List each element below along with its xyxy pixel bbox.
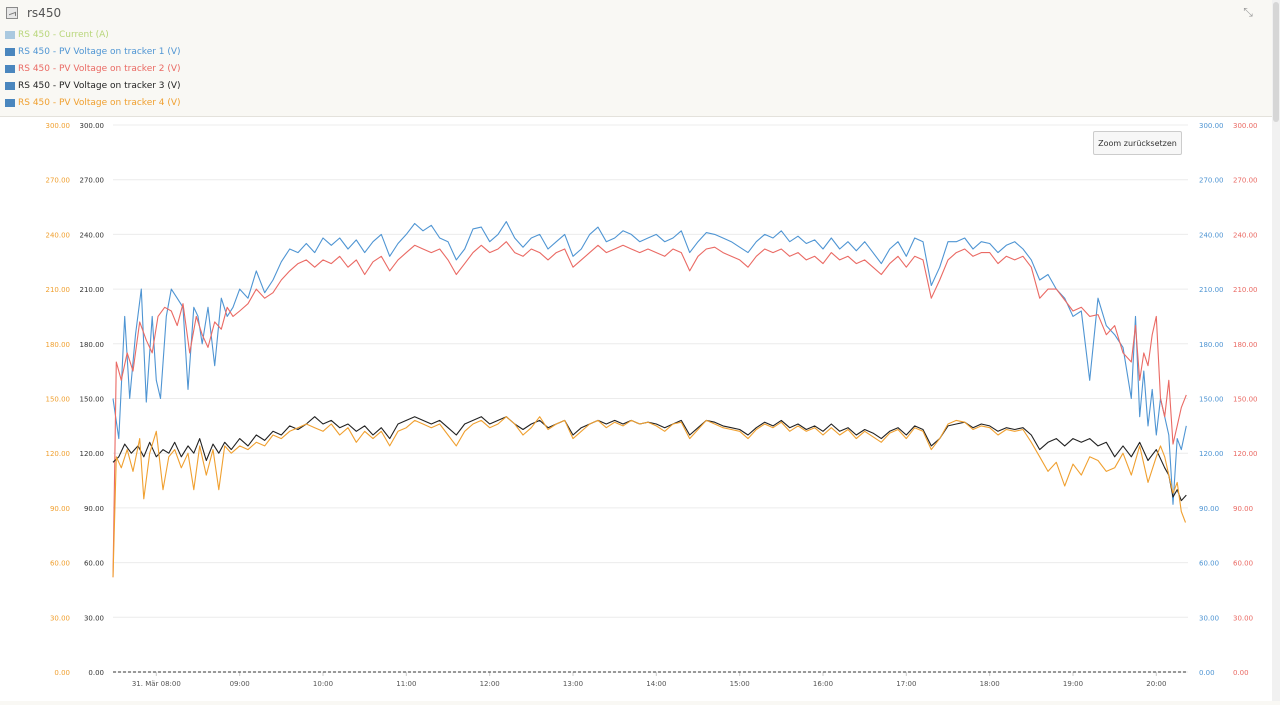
y-tick-label-right-outer: 0.00 <box>1233 669 1249 677</box>
y-tick-label-right-inner: 60.00 <box>1199 560 1219 568</box>
legend-swatch <box>5 47 15 56</box>
x-tick-label: 19:00 <box>1063 680 1083 688</box>
widget-title-row: rs450 <box>6 4 61 22</box>
series-line <box>112 241 1187 578</box>
y-tick-label-right-outer: 60.00 <box>1233 560 1253 568</box>
chart-area[interactable]: 0.00 0.00 0.00 0.00 30.00 30.00 30.00 30.00 60.0… <box>0 117 1272 701</box>
y-tick-label-left-outer: 270.00 <box>46 177 71 185</box>
x-tick-label: 13:00 <box>563 680 583 688</box>
y-tick-label-right-outer: 180.00 <box>1233 341 1258 349</box>
y-tick-label-left-inner: 60.00 <box>84 560 104 568</box>
y-tick-label-left-outer: 180.00 <box>46 341 71 349</box>
y-tick-label-left-outer: 300.00 <box>46 122 71 130</box>
y-tick-label-right-inner: 270.00 <box>1199 177 1224 185</box>
x-tick-label: 14:00 <box>646 680 666 688</box>
y-tick-label-left-inner: 210.00 <box>80 286 105 294</box>
y-tick-label-right-inner: 0.00 <box>1199 669 1215 677</box>
legend-label: RS 450 - Current (A) <box>18 29 109 40</box>
y-tick-label-left-outer: 210.00 <box>46 286 71 294</box>
y-tick-label-right-outer: 90.00 <box>1233 505 1253 513</box>
y-tick-label-right-inner: 180.00 <box>1199 341 1224 349</box>
y-tick-label-right-outer: 240.00 <box>1233 231 1258 239</box>
chart-widget-icon <box>6 7 18 19</box>
legend-swatch <box>5 81 15 90</box>
y-tick-label-left-outer: 150.00 <box>46 396 71 404</box>
y-tick-label-right-outer: 270.00 <box>1233 177 1258 185</box>
legend-swatch <box>5 98 15 107</box>
y-tick-label-right-outer: 120.00 <box>1233 450 1258 458</box>
y-tick-label-left-inner: 240.00 <box>80 231 105 239</box>
x-tick-label: 10:00 <box>313 680 333 688</box>
y-tick-label-right-inner: 120.00 <box>1199 450 1224 458</box>
x-tick-label: 31. Mär 08:00 <box>132 680 181 688</box>
legend-item[interactable]: RS 450 - PV Voltage on tracker 4 (V) <box>5 94 181 111</box>
y-tick-label-left-inner: 90.00 <box>84 505 104 513</box>
y-tick-label-right-outer: 150.00 <box>1233 396 1258 404</box>
line-chart[interactable]: 0.00 0.00 0.00 0.00 30.00 30.00 30.00 30.00 60.0… <box>0 117 1272 701</box>
vertical-scrollbar[interactable] <box>1272 0 1280 701</box>
legend-label: RS 450 - PV Voltage on tracker 1 (V) <box>18 46 181 57</box>
y-tick-label-right-inner: 150.00 <box>1199 396 1224 404</box>
y-tick-label-right-inner: 240.00 <box>1199 231 1224 239</box>
y-tick-label-left-inner: 270.00 <box>80 177 105 185</box>
legend-swatch <box>5 30 15 39</box>
y-tick-label-left-outer: 0.00 <box>54 669 70 677</box>
y-tick-label-left-inner: 300.00 <box>80 122 105 130</box>
y-tick-label-left-outer: 120.00 <box>46 450 71 458</box>
y-tick-label-right-inner: 210.00 <box>1199 286 1224 294</box>
x-tick-label: 20:00 <box>1146 680 1166 688</box>
collapse-arrows-icon[interactable]: ⤡ <box>1243 5 1253 19</box>
y-tick-label-left-outer: 240.00 <box>46 231 71 239</box>
y-tick-label-right-outer: 30.00 <box>1233 614 1253 622</box>
scrollbar-thumb[interactable] <box>1273 2 1279 122</box>
y-tick-label-left-inner: 150.00 <box>80 396 105 404</box>
x-tick-label: 17:00 <box>896 680 916 688</box>
legend-item[interactable]: RS 450 - Current (A) <box>5 26 181 43</box>
y-tick-label-right-outer: 210.00 <box>1233 286 1258 294</box>
y-tick-label-left-outer: 90.00 <box>50 505 70 513</box>
x-tick-label: 16:00 <box>813 680 833 688</box>
legend-label: RS 450 - PV Voltage on tracker 4 (V) <box>18 97 181 108</box>
y-tick-label-left-outer: 30.00 <box>50 614 70 622</box>
y-tick-label-left-inner: 120.00 <box>80 450 105 458</box>
series-line <box>112 221 1187 505</box>
y-tick-label-right-outer: 300.00 <box>1233 122 1258 130</box>
y-tick-label-right-inner: 90.00 <box>1199 505 1219 513</box>
y-tick-label-right-inner: 300.00 <box>1199 122 1224 130</box>
legend-item[interactable]: RS 450 - PV Voltage on tracker 1 (V) <box>5 43 181 60</box>
x-tick-label: 15:00 <box>730 680 750 688</box>
x-tick-label: 09:00 <box>230 680 250 688</box>
x-tick-label: 18:00 <box>980 680 1000 688</box>
legend-label: RS 450 - PV Voltage on tracker 3 (V) <box>18 80 181 91</box>
x-tick-label: 12:00 <box>480 680 500 688</box>
y-tick-label-left-inner: 0.00 <box>88 669 104 677</box>
x-tick-label: 11:00 <box>396 680 416 688</box>
y-tick-label-left-outer: 60.00 <box>50 560 70 568</box>
y-tick-label-left-inner: 30.00 <box>84 614 104 622</box>
zoom-reset-button[interactable]: Zoom zurücksetzen <box>1093 131 1182 155</box>
legend-label: RS 450 - PV Voltage on tracker 2 (V) <box>18 63 181 74</box>
legend-item[interactable]: RS 450 - PV Voltage on tracker 3 (V) <box>5 77 181 94</box>
legend-swatch <box>5 64 15 73</box>
series-line <box>112 416 1187 578</box>
y-tick-label-right-inner: 30.00 <box>1199 614 1219 622</box>
y-tick-label-left-inner: 180.00 <box>80 341 105 349</box>
widget-title: rs450 <box>27 6 62 20</box>
series-line <box>112 416 1187 502</box>
legend-item[interactable]: RS 450 - PV Voltage on tracker 2 (V) <box>5 60 181 77</box>
chart-legend: RS 450 - Current (A) RS 450 - PV Voltage … <box>5 26 181 111</box>
widget-header: rs450 ⤡ RS 450 - Current (A) RS 450 - PV … <box>0 0 1272 117</box>
